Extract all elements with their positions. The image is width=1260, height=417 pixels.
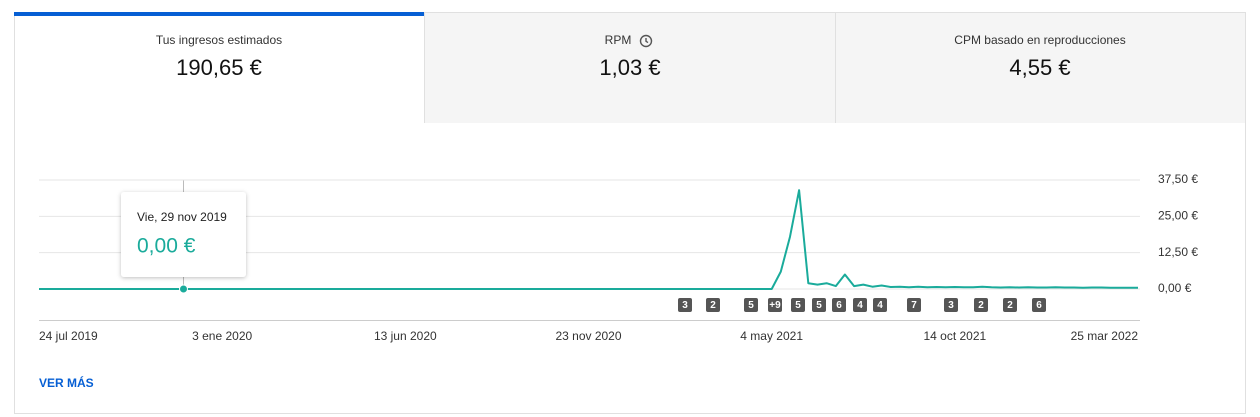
- annotation-badge: [744, 298, 758, 312]
- tab[interactable]: [836, 13, 1245, 123]
- annotation-label: 4: [877, 300, 883, 311]
- annotation-label: 6: [836, 300, 842, 311]
- annotation-badge: [678, 298, 692, 312]
- y-tick-label: 12,50 €: [1158, 245, 1198, 259]
- tab-title[interactable]: RPM: [605, 33, 632, 47]
- annotation-badge: [706, 298, 720, 312]
- x-tick-label: 23 nov 2020: [555, 329, 621, 343]
- annotation-badge: [974, 298, 988, 312]
- y-tick-label: 25,00 €: [1158, 209, 1198, 223]
- x-tick-label: 14 oct 2021: [923, 329, 986, 343]
- annotation-label: 6: [1036, 300, 1042, 311]
- annotation-badge: [791, 298, 805, 312]
- annotation-label: 2: [978, 300, 984, 311]
- annotation-label: 4: [857, 300, 863, 311]
- x-tick-label: 4 may 2021: [740, 329, 803, 343]
- tab-value: 4,55 €: [1009, 55, 1070, 80]
- x-tick-label: 3 ene 2020: [192, 329, 252, 343]
- annotation-label: 5: [748, 300, 754, 311]
- annotation-label: 5: [816, 300, 822, 311]
- tooltip-date: Vie, 29 nov 2019: [137, 210, 227, 224]
- clock-icon: [639, 34, 653, 48]
- annotation-badge: [1003, 298, 1017, 312]
- tooltip: Vie, 29 nov 2019 0,00 €: [121, 192, 246, 277]
- annotation-badge: [853, 298, 867, 312]
- annotation-badge: [1032, 298, 1046, 312]
- annotation-badge: [832, 298, 846, 312]
- tab-value: 1,03 €: [599, 55, 660, 80]
- annotation-label: 3: [682, 300, 688, 311]
- annotation-label: 5: [795, 300, 801, 311]
- annotation-label: 2: [1007, 300, 1013, 311]
- annotation-label: 3: [948, 300, 954, 311]
- x-tick-label: 13 jun 2020: [374, 329, 437, 343]
- annotation-label: +9: [769, 300, 781, 311]
- tab[interactable]: [425, 13, 835, 123]
- line: [39, 189, 1138, 290]
- tab-selected-bar: [14, 12, 424, 16]
- x-tick-label: 25 mar 2022: [1071, 329, 1139, 343]
- annotation-badge: [944, 298, 958, 312]
- y-tick-label: 0,00 €: [1158, 281, 1192, 295]
- tab-value: 190,65 €: [176, 55, 262, 80]
- see-more-link[interactable]: VER MÁS: [39, 375, 94, 390]
- x-tick-label: 24 jul 2019: [39, 329, 98, 343]
- annotation-label: 2: [710, 300, 716, 311]
- y-tick-label: 37,50 €: [1158, 172, 1198, 186]
- annotation-badge: [812, 298, 826, 312]
- hover-point: [179, 284, 188, 294]
- annotation-badge: [768, 298, 782, 312]
- annotation-label: 7: [911, 300, 917, 311]
- annotation-badge: [907, 298, 921, 312]
- tooltip-value: 0,00 €: [137, 235, 196, 258]
- annotation-badge: [873, 298, 887, 312]
- tab-title[interactable]: CPM basado en reproducciones: [954, 33, 1125, 47]
- plot: 0,00 € 12,50 € 25,00 € 37,50 € 24 jul 2019 3 …: [39, 172, 1198, 343]
- tab-title[interactable]: Tus ingresos estimados: [156, 33, 282, 47]
